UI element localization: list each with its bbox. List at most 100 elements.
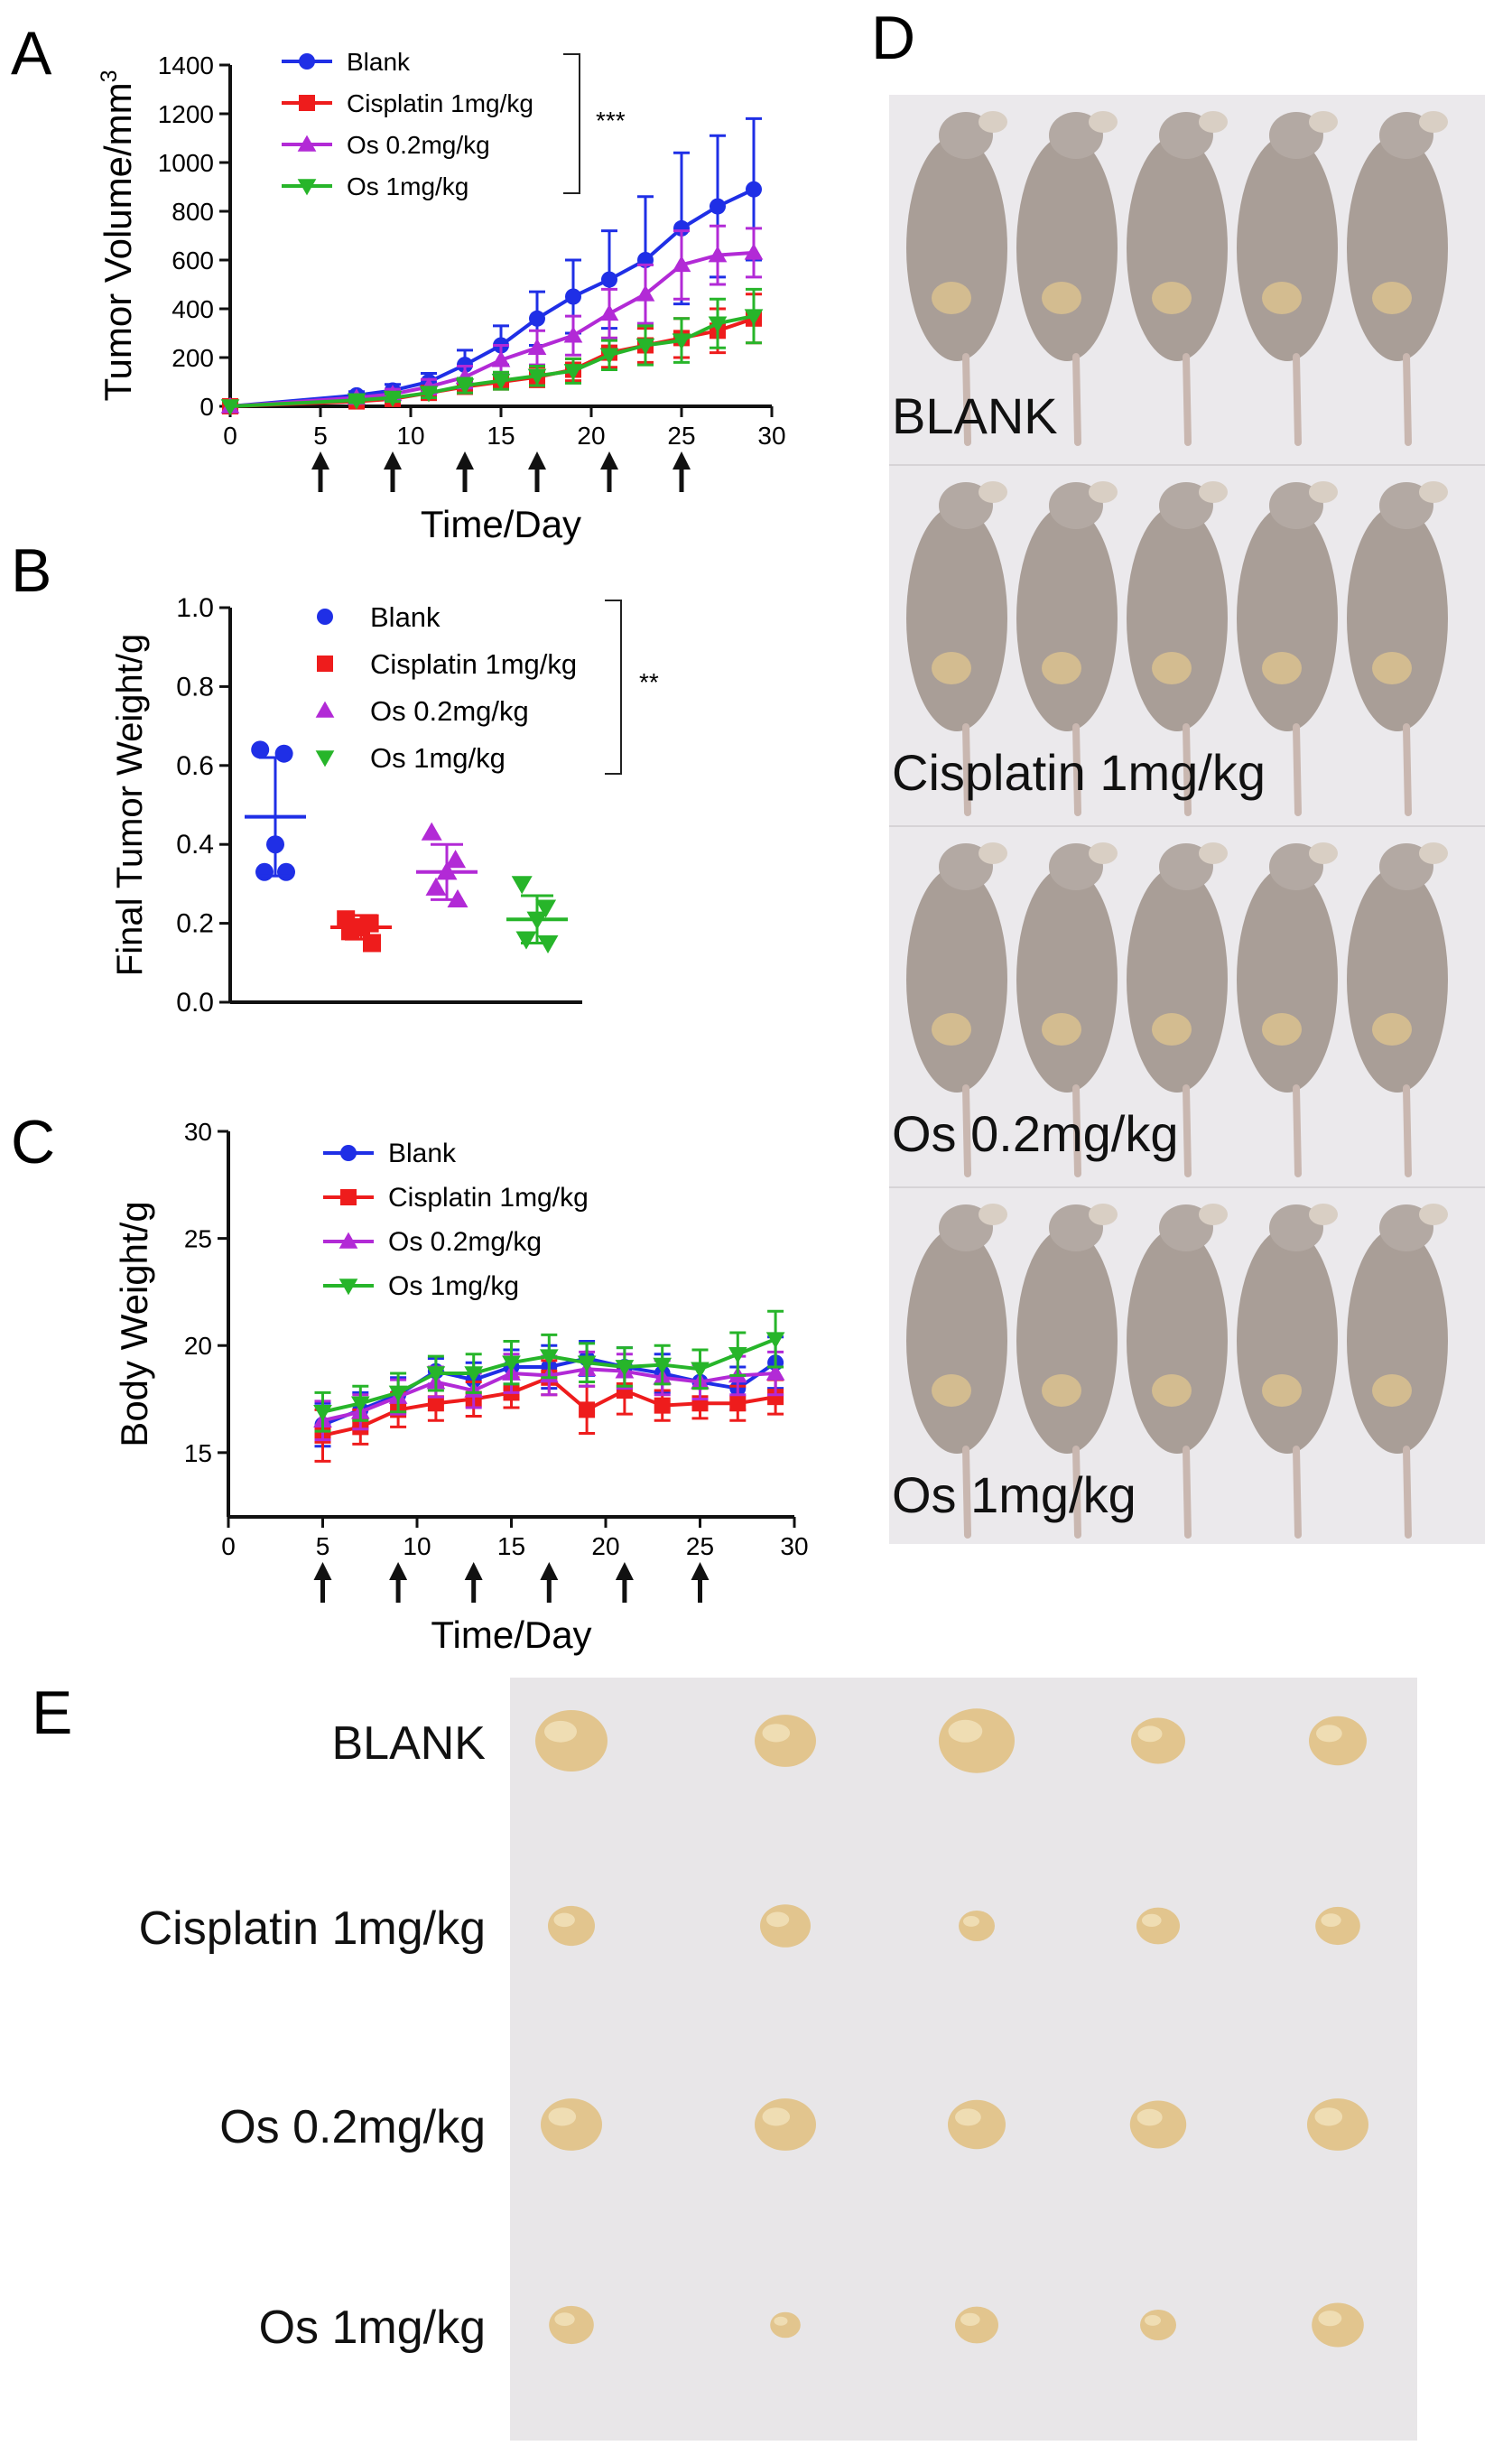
chart-b-final-tumor-weight: 0.0 0.2 0.4 0.6 0.8 1.0 Final Tumor Weight/g Bl… bbox=[110, 593, 659, 1018]
mouse-body bbox=[906, 867, 1007, 1093]
mouse-tail bbox=[962, 1446, 971, 1539]
tumor-body bbox=[535, 1710, 608, 1772]
tumor bbox=[770, 2311, 801, 2339]
tumor-highlight bbox=[553, 1912, 575, 1928]
legend-marker bbox=[339, 1279, 358, 1296]
y-tick-label: 0.8 bbox=[176, 672, 214, 702]
x-axis-label: Time/Day bbox=[431, 1613, 591, 1656]
x-tick-label: 30 bbox=[780, 1532, 808, 1560]
data-point bbox=[427, 1395, 444, 1412]
mouse-ear bbox=[979, 842, 1007, 864]
data-point bbox=[539, 1349, 559, 1366]
legend-marker bbox=[297, 179, 317, 196]
data-point bbox=[383, 390, 403, 407]
data-point bbox=[708, 316, 728, 333]
tumor-body bbox=[1312, 2302, 1364, 2348]
tumor-highlight bbox=[1321, 1913, 1341, 1928]
y-tick-label: 0.0 bbox=[176, 988, 214, 1018]
tumor-highlight bbox=[1314, 2107, 1343, 2126]
tumor bbox=[1140, 2310, 1176, 2340]
tumor-spot bbox=[1042, 282, 1081, 314]
y-tick-label: 600 bbox=[172, 246, 214, 274]
data-point bbox=[426, 1366, 446, 1383]
data-point bbox=[708, 246, 728, 263]
mouse-ear bbox=[1199, 111, 1228, 133]
tumor-highlight bbox=[544, 1720, 577, 1743]
tumor-highlight bbox=[766, 1911, 790, 1928]
legend-marker bbox=[339, 1232, 358, 1249]
legend-entry: Cisplatin 1mg/kg bbox=[370, 648, 577, 680]
mouse-body bbox=[1347, 135, 1448, 361]
mouse-tail bbox=[1403, 353, 1412, 446]
legend-marker bbox=[299, 95, 315, 111]
mouse-ear bbox=[979, 481, 1007, 503]
mouse-body bbox=[906, 1228, 1007, 1454]
y-tick-label: 1200 bbox=[158, 100, 214, 128]
tumor bbox=[541, 2098, 602, 2151]
legend-entry: Os 0.2mg/kg bbox=[370, 695, 529, 727]
chart-a-tumor-volume: 0 200 400 600 800 1000 1200 1400 0 5 10 15 20 25 30 Tim… bbox=[97, 48, 786, 545]
mouse-ear bbox=[1309, 111, 1338, 133]
data-point bbox=[529, 310, 545, 327]
tumor bbox=[959, 1911, 995, 1941]
mouse bbox=[1127, 111, 1228, 446]
x-tick-label: 20 bbox=[591, 1532, 619, 1560]
tumor-body bbox=[1309, 1716, 1367, 1766]
mouse-ear bbox=[1309, 481, 1338, 503]
tumor bbox=[1307, 2098, 1368, 2151]
mouse bbox=[1016, 481, 1118, 816]
mouse bbox=[906, 842, 1007, 1177]
data-point bbox=[653, 1357, 673, 1374]
data-point bbox=[502, 1355, 521, 1372]
legend-marker bbox=[317, 656, 333, 672]
mouse bbox=[1016, 111, 1118, 446]
mouse-ear bbox=[1419, 1204, 1448, 1225]
panel-label-e: E bbox=[32, 1679, 72, 1747]
legend-entry: Os 1mg/kg bbox=[370, 742, 506, 774]
data-point bbox=[710, 198, 726, 215]
y-tick-label: 20 bbox=[184, 1332, 212, 1360]
legend-entry: Blank bbox=[370, 601, 441, 633]
x-tick-label: 20 bbox=[577, 422, 605, 450]
mouse bbox=[906, 1204, 1007, 1539]
mouse-tail bbox=[962, 723, 971, 816]
data-point bbox=[464, 1366, 484, 1383]
tumor bbox=[1312, 2302, 1364, 2348]
legend-marker bbox=[299, 53, 315, 70]
mouse-tail bbox=[1183, 1446, 1192, 1539]
legend-entry: Os 0.2mg/kg bbox=[347, 131, 490, 159]
data-point bbox=[277, 862, 295, 881]
photo-e-label: Os 0.2mg/kg bbox=[219, 2101, 486, 2153]
y-tick-label: 25 bbox=[184, 1225, 212, 1253]
tumor-spot bbox=[1042, 1374, 1081, 1407]
mouse-body bbox=[1347, 1228, 1448, 1454]
data-point bbox=[672, 256, 691, 273]
data-point bbox=[744, 243, 764, 260]
mouse-group-os-0-2mg-kg: Os 0.2mg/kg bbox=[889, 825, 1485, 1177]
tumor bbox=[1131, 1717, 1185, 1764]
panel-label-b: B bbox=[11, 536, 51, 605]
mouse-group-blank: BLANK bbox=[892, 111, 1448, 446]
data-point bbox=[220, 399, 240, 416]
tumor-body bbox=[955, 2306, 998, 2344]
data-point bbox=[563, 364, 583, 381]
mouse bbox=[1237, 842, 1338, 1177]
tumor-body bbox=[1315, 1906, 1360, 1946]
mouse-body bbox=[1127, 506, 1228, 731]
mouse bbox=[1347, 1204, 1448, 1539]
legend-marker bbox=[317, 609, 333, 625]
mouse-tail bbox=[1293, 1084, 1302, 1177]
mouse-body bbox=[1016, 1228, 1118, 1454]
tumor bbox=[548, 1905, 595, 1947]
tumor-body bbox=[549, 2305, 594, 2345]
mouse-ear bbox=[1089, 842, 1118, 864]
tumor-highlight bbox=[948, 1719, 983, 1743]
mouse-tail bbox=[1072, 723, 1081, 816]
data-point bbox=[527, 338, 547, 355]
tumor-row-os-0-2mg-kg: Os 0.2mg/kg bbox=[219, 2098, 1368, 2153]
photo-e-tumors: BLANK Cisplatin 1mg/kg Os 0.2mg/kg Os 1mg/k… bbox=[139, 1678, 1417, 2441]
data-point bbox=[511, 876, 533, 895]
tumor-highlight bbox=[1137, 1725, 1163, 1743]
data-point bbox=[635, 338, 655, 355]
